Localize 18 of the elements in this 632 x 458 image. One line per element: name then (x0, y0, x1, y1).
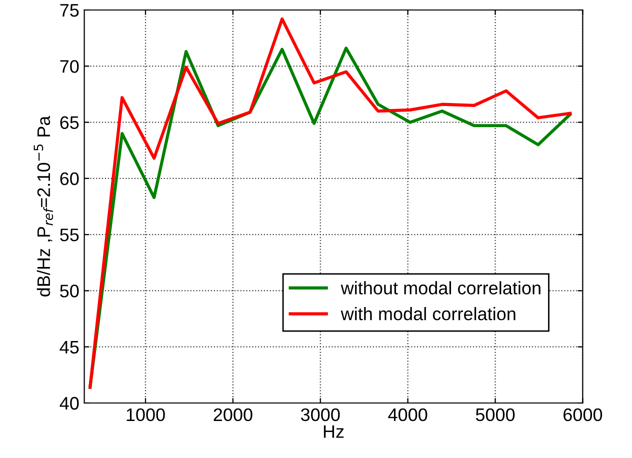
y-tick-label: 65 (60, 116, 79, 130)
y-tick-label: 40 (60, 396, 79, 410)
legend-label: with modal correlation (340, 307, 516, 320)
y-tick-label: 45 (60, 340, 79, 354)
x-tick-label: 1000 (126, 408, 165, 422)
y-axis-title: dB/Hz ,P$_{ref}$=2.10$^{−5}$ Pa (34, 116, 54, 296)
y-tick-label: 75 (60, 4, 79, 17)
y-tick-label: 50 (60, 284, 79, 298)
legend-label: without modal correlation (340, 281, 540, 294)
x-tick-label: 6000 (564, 408, 602, 422)
y-tick-label: 60 (60, 172, 79, 186)
x-axis-title: Hz (324, 425, 344, 438)
x-tick-label: 2000 (214, 408, 252, 422)
x-tick-label: 5000 (476, 408, 515, 422)
x-tick-label: 4000 (388, 408, 428, 422)
y-tick-label: 70 (60, 60, 79, 73)
y-tick-label: 55 (60, 228, 79, 242)
x-tick-label: 3000 (300, 408, 340, 422)
